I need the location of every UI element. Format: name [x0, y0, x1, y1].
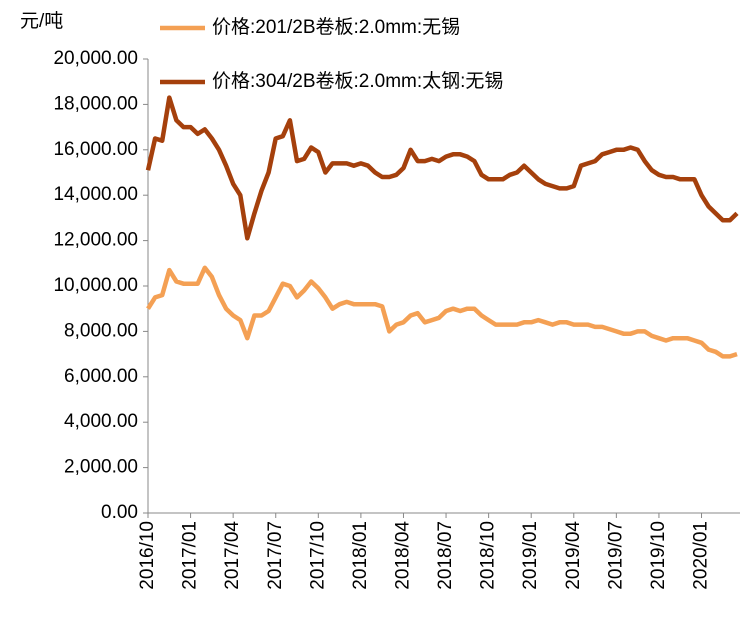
y-tick-label: 14,000.00	[53, 184, 138, 205]
x-tick-label: 2019/04	[563, 521, 584, 590]
x-tick-label: 2018/04	[392, 521, 413, 590]
x-tick-label: 2020/01	[691, 521, 712, 590]
legend-label: 价格:201/2B卷板:2.0mm:无锡	[212, 16, 460, 38]
x-tick-label: 2016/10	[137, 521, 158, 590]
x-tick-label: 2019/01	[520, 521, 541, 590]
x-tick-label: 2019/10	[648, 521, 669, 590]
y-tick-label: 10,000.00	[53, 275, 138, 296]
x-tick-label: 2019/07	[605, 521, 626, 590]
x-tick-label: 2017/01	[180, 521, 201, 590]
y-tick-label: 8,000.00	[64, 320, 138, 341]
y-tick-label: 2,000.00	[64, 457, 138, 478]
y-axis-label: 元/吨	[20, 10, 63, 32]
x-tick-label: 2017/10	[307, 521, 328, 590]
y-tick-label: 4,000.00	[64, 411, 138, 432]
series-line	[146, 265, 738, 359]
y-tick-label: 0.00	[101, 502, 138, 523]
legend-label: 价格:304/2B卷板:2.0mm:太钢:无锡	[212, 70, 503, 92]
x-tick-label: 2018/01	[350, 521, 371, 590]
y-tick-label: 12,000.00	[53, 230, 138, 251]
y-tick-label: 20,000.00	[53, 48, 138, 69]
x-tick-label: 2018/10	[478, 521, 499, 590]
series-line	[145, 95, 739, 241]
x-tick-label: 2017/07	[265, 521, 286, 590]
y-tick-label: 18,000.00	[53, 93, 138, 114]
y-tick-label: 16,000.00	[53, 139, 138, 160]
x-tick-label: 2018/07	[435, 521, 456, 590]
x-tick-label: 2017/04	[222, 521, 243, 590]
y-tick-label: 6,000.00	[64, 366, 138, 387]
